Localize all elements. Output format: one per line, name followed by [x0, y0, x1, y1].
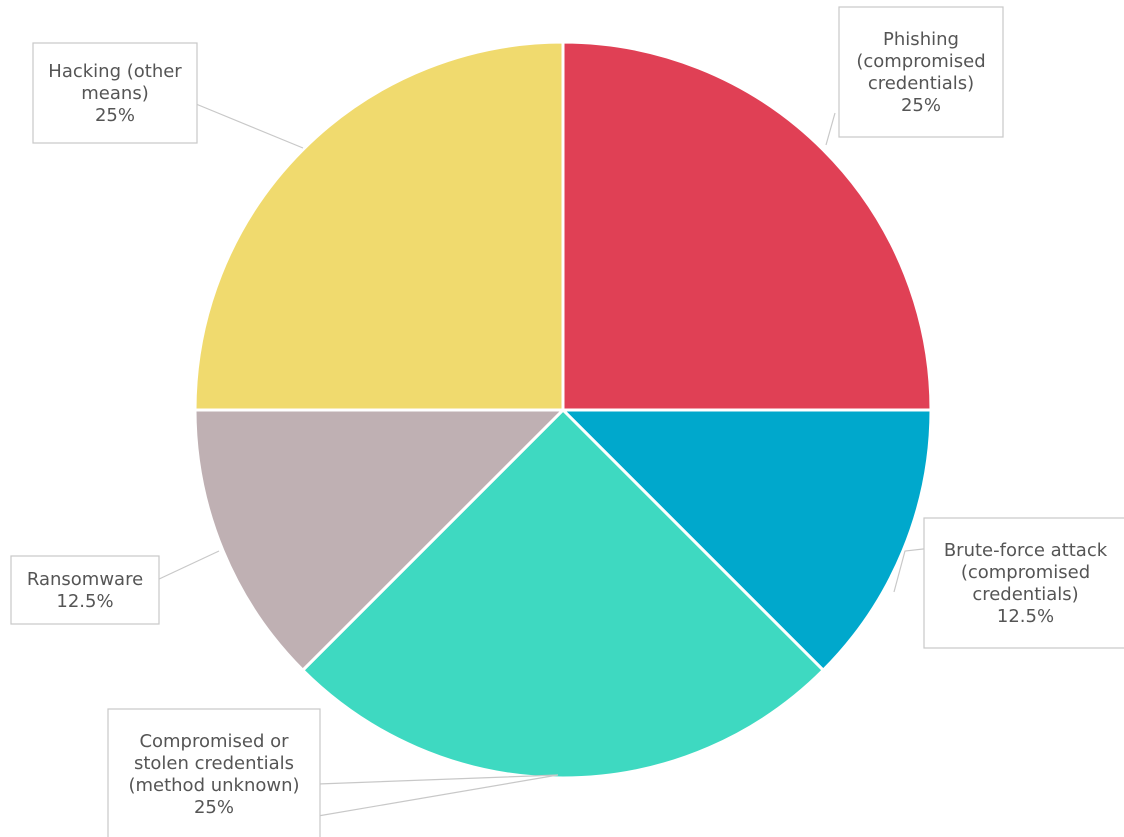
pie-slice-compromised-or-stolen-credentials-method-unknown	[300, 407, 826, 780]
slice-label-line: Ransomware	[27, 569, 143, 590]
slice-label-ransomware: Ransomware 12.5%	[27, 569, 143, 612]
slice-label-line: Brute-force attack	[944, 540, 1108, 561]
callout-box-hacking-other-means	[32, 42, 198, 144]
slice-value-label: 25%	[194, 797, 234, 818]
callout-leader-line-hacking-other-means	[195, 103, 304, 149]
callout-leader-line-compromised-or-stolen-credentials-method-unknown	[317, 774, 559, 817]
slice-label-line: Hacking (other	[48, 61, 182, 82]
callouts-layer: Phishing (compromised credentials) 25%Brute…	[10, 6, 1124, 837]
pie-slice-brute-force-attack-compromised-credentials	[559, 408, 933, 673]
slice-label-line: (compromised	[856, 51, 985, 72]
slice-value-label: 25%	[901, 95, 941, 116]
slice-value-label: 12.5%	[56, 591, 113, 612]
slice-label-compromised-or-stolen-credentials-method-unknown: Compromised or stolen credentials (method …	[128, 731, 299, 818]
slice-value-label: 25%	[95, 105, 135, 126]
slice-label-line: credentials)	[868, 73, 974, 94]
callout-leader-line-brute-force-attack-compromised-credentials	[893, 547, 933, 593]
callout-box-brute-force-attack-compromised-credentials	[923, 517, 1124, 649]
pie-slice-ransomware	[193, 408, 567, 673]
slice-label-line: means)	[81, 83, 148, 104]
slice-label-line: Compromised or	[139, 731, 289, 752]
pie-slice-hacking-other-means	[193, 40, 565, 412]
slices-layer	[193, 40, 933, 780]
slice-label-line: (method unknown)	[128, 775, 299, 796]
slice-label-phishing-compromised-credentials: Phishing (compromised credentials) 25%	[856, 29, 985, 116]
callout-box-ransomware	[10, 555, 160, 625]
slice-label-line: credentials)	[972, 584, 1078, 605]
pie-slice-phishing-compromised-credentials	[561, 40, 933, 412]
slice-label-line: (compromised	[961, 562, 1090, 583]
slice-label-line: stolen credentials	[134, 753, 294, 774]
slice-label-brute-force-attack-compromised-credentials: Brute-force attack (compromised credential…	[944, 540, 1108, 627]
callout-box-phishing-compromised-credentials	[838, 6, 1004, 138]
callout-leader-line-phishing-compromised-credentials	[825, 112, 836, 146]
callout-leader-line-ransomware	[156, 550, 220, 581]
slice-value-label: 12.5%	[997, 606, 1054, 627]
slice-label-line: Phishing	[883, 29, 959, 50]
callout-box-compromised-or-stolen-credentials-method-unknown	[107, 708, 321, 837]
slice-label-hacking-other-means: Hacking (other means) 25%	[48, 61, 182, 126]
